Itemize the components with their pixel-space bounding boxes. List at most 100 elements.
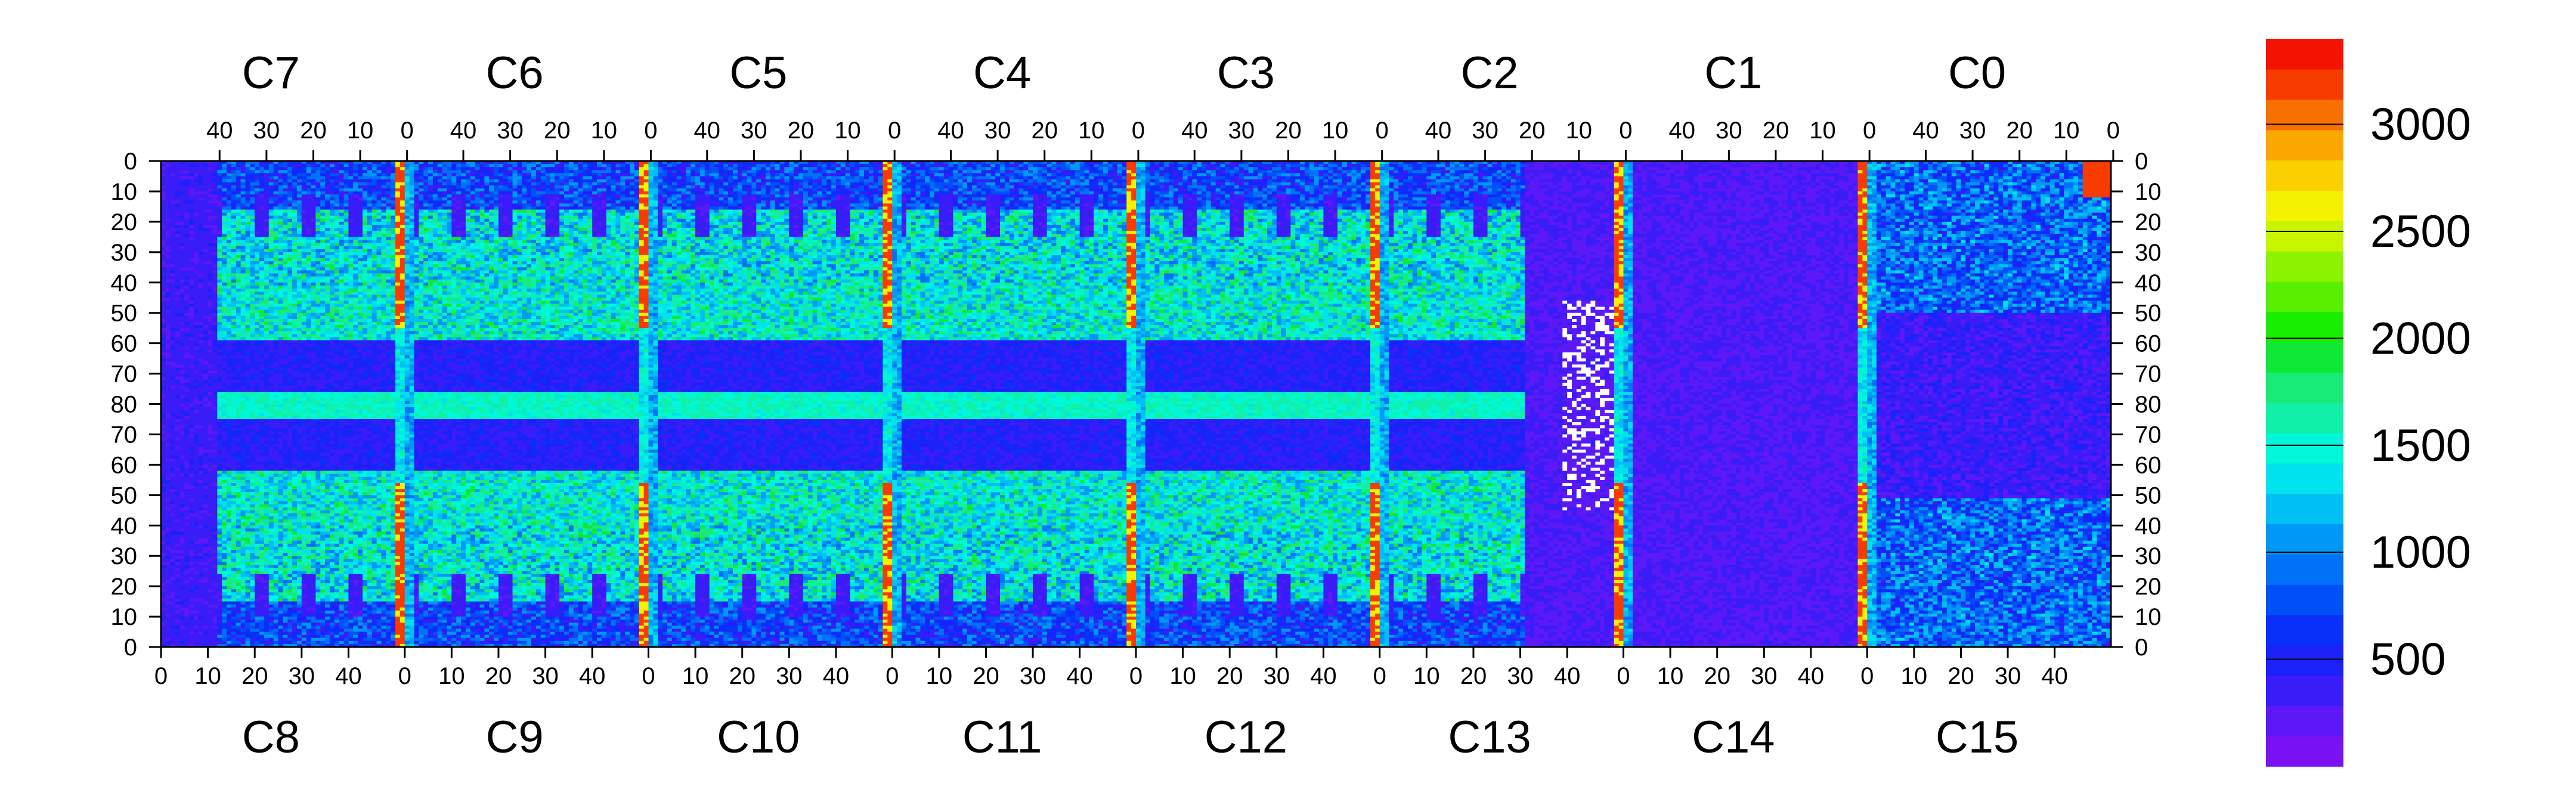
heatmap-cell bbox=[171, 185, 175, 189]
heatmap-cell bbox=[189, 635, 194, 639]
heatmap-cell bbox=[203, 264, 208, 268]
heatmap-cell bbox=[166, 249, 171, 253]
heatmap-cell bbox=[212, 544, 217, 547]
heatmap-cell bbox=[194, 179, 199, 183]
heatmap-cell bbox=[231, 228, 236, 231]
heatmap-cell bbox=[227, 462, 231, 465]
heatmap-cell bbox=[212, 258, 217, 262]
heatmap-cell bbox=[203, 492, 208, 496]
heatmap-cell bbox=[194, 428, 199, 432]
heatmap-cell bbox=[179, 203, 184, 207]
heatmap-cell bbox=[208, 304, 213, 307]
heatmap-cell bbox=[175, 374, 180, 377]
heatmap-cell bbox=[171, 538, 175, 541]
heatmap-cell bbox=[212, 635, 217, 639]
heatmap-cell bbox=[189, 404, 194, 408]
heatmap-cell bbox=[212, 273, 217, 277]
heatmap-cell bbox=[171, 501, 175, 505]
heatmap-cell bbox=[189, 392, 194, 395]
heatmap-cell bbox=[184, 626, 189, 629]
heatmap-cell bbox=[227, 364, 231, 368]
heatmap-cell bbox=[199, 261, 203, 265]
heatmap-cell bbox=[212, 386, 217, 389]
heatmap-cell bbox=[184, 188, 189, 192]
heatmap-cell bbox=[227, 203, 231, 207]
heatmap-cell bbox=[217, 346, 222, 350]
heatmap-cell bbox=[179, 589, 184, 593]
heatmap-cell bbox=[194, 386, 199, 389]
heatmap-cell bbox=[175, 270, 180, 274]
heatmap-cell bbox=[166, 170, 171, 174]
heatmap-cell bbox=[208, 328, 213, 332]
heatmap-cell bbox=[194, 295, 199, 298]
heatmap-cell bbox=[212, 507, 217, 511]
heatmap-cell bbox=[212, 474, 217, 478]
heatmap-cell bbox=[222, 337, 227, 340]
heatmap-cell bbox=[212, 525, 217, 529]
heatmap-cell bbox=[189, 559, 194, 562]
heatmap-cell bbox=[179, 392, 184, 395]
heatmap-cell bbox=[208, 465, 213, 468]
heatmap-cell bbox=[203, 286, 208, 289]
heatmap-cell bbox=[194, 337, 199, 340]
heatmap-cell bbox=[227, 343, 231, 347]
heatmap-cell bbox=[222, 361, 227, 365]
heatmap-cell bbox=[189, 255, 194, 259]
heatmap-cell bbox=[175, 170, 180, 174]
heatmap-cell bbox=[227, 213, 231, 216]
heatmap-cell bbox=[199, 486, 203, 490]
heatmap-cell bbox=[199, 340, 203, 344]
heatmap-cell bbox=[171, 498, 175, 501]
heatmap-cell bbox=[184, 222, 189, 225]
heatmap-cell bbox=[171, 231, 175, 234]
heatmap-cell bbox=[171, 270, 175, 274]
heatmap-cell bbox=[189, 450, 194, 453]
heatmap-cell bbox=[222, 592, 227, 596]
heatmap-cell bbox=[217, 623, 222, 626]
heatmap-cell bbox=[212, 346, 217, 350]
heatmap-cell bbox=[175, 322, 180, 326]
heatmap-cell bbox=[166, 450, 171, 453]
heatmap-cell bbox=[199, 191, 203, 195]
heatmap-cell bbox=[189, 495, 194, 499]
heatmap-cell bbox=[212, 392, 217, 395]
heatmap-cell bbox=[179, 173, 184, 177]
heatmap-cell bbox=[212, 438, 217, 441]
heatmap-cell bbox=[171, 246, 175, 250]
heatmap-cell bbox=[199, 462, 203, 465]
heatmap-cell bbox=[231, 270, 236, 274]
heatmap-cell bbox=[222, 595, 227, 599]
heatmap-cell bbox=[184, 501, 189, 505]
heatmap-cell bbox=[217, 377, 222, 380]
heatmap-cell bbox=[166, 407, 171, 411]
heatmap-cell bbox=[175, 267, 180, 271]
heatmap-cell bbox=[194, 611, 199, 614]
heatmap-cell bbox=[222, 179, 227, 183]
heatmap-cell bbox=[171, 358, 175, 362]
heatmap-cell bbox=[199, 364, 203, 368]
heatmap-cell bbox=[166, 541, 171, 544]
heatmap-cell bbox=[184, 298, 189, 301]
heatmap-cell bbox=[179, 605, 184, 608]
heatmap-cell bbox=[184, 395, 189, 398]
heatmap-cell bbox=[208, 264, 213, 268]
heatmap-cell bbox=[227, 286, 231, 289]
heatmap-cell bbox=[194, 343, 199, 347]
heatmap-cell bbox=[199, 550, 203, 553]
heatmap-cell bbox=[171, 243, 175, 247]
heatmap-cell bbox=[175, 316, 180, 320]
heatmap-cell bbox=[212, 453, 217, 456]
heatmap-cell bbox=[222, 261, 227, 265]
heatmap-cell bbox=[199, 580, 203, 584]
heatmap-cell bbox=[222, 322, 227, 326]
heatmap-cell bbox=[212, 574, 217, 578]
heatmap-cell bbox=[199, 295, 203, 298]
heatmap-cell bbox=[194, 301, 199, 304]
heatmap-cell bbox=[217, 273, 222, 277]
heatmap-cell bbox=[175, 574, 180, 578]
heatmap-cell bbox=[203, 237, 208, 240]
heatmap-cell bbox=[199, 444, 203, 447]
heatmap-cell bbox=[199, 225, 203, 228]
heatmap-cell bbox=[217, 188, 222, 192]
heatmap-cell bbox=[222, 422, 227, 426]
